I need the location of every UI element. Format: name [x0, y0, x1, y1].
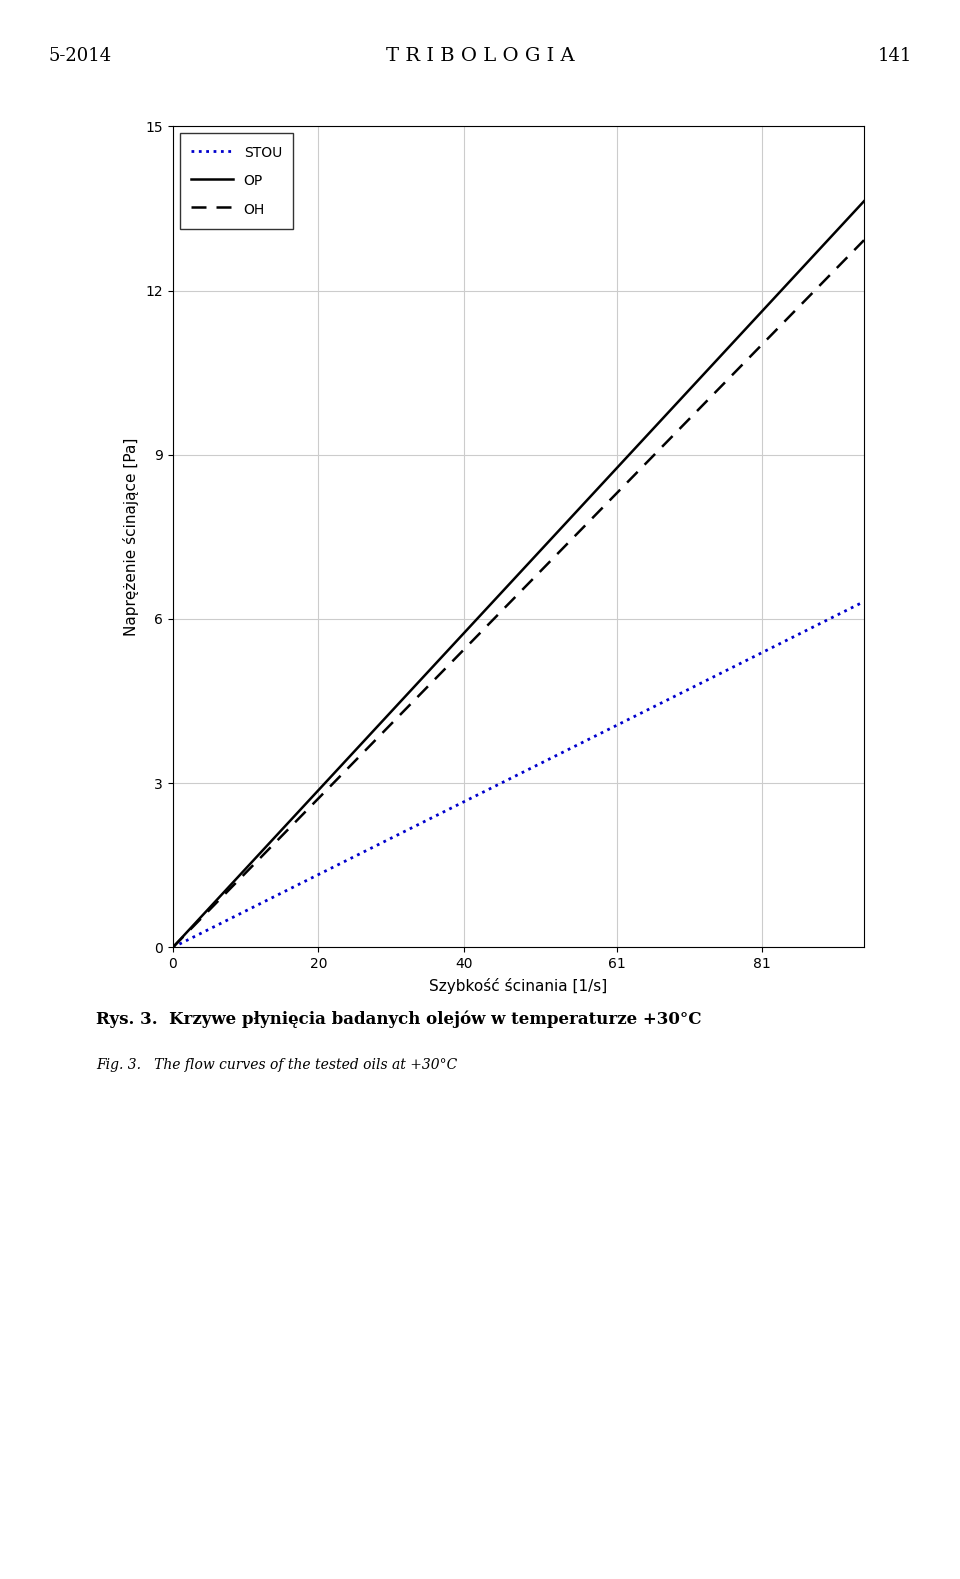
- X-axis label: Szybkość ścinania [1/s]: Szybkość ścinania [1/s]: [429, 977, 608, 995]
- Text: T R I B O L O G I A: T R I B O L O G I A: [386, 47, 574, 65]
- STOU: [842, 600, 853, 619]
- Text: 5-2014: 5-2014: [48, 47, 111, 65]
- OP: [733, 327, 745, 346]
- OP: [495, 584, 507, 603]
- OH: [733, 358, 745, 377]
- OH: [842, 248, 853, 267]
- Line: STOU: STOU: [173, 602, 864, 947]
- OP: [579, 494, 590, 513]
- STOU: [495, 774, 507, 793]
- Text: Rys. 3.  Krzywe płynięcia badanych olejów w temperaturze +30°C: Rys. 3. Krzywe płynięcia badanych olejów…: [96, 1011, 702, 1028]
- OP: [858, 191, 870, 210]
- Line: OP: OP: [173, 201, 864, 947]
- Text: Fig. 3.   The flow curves of the tested oils at +30°C: Fig. 3. The flow curves of the tested oi…: [96, 1058, 457, 1072]
- OH: [495, 602, 507, 621]
- STOU: [579, 733, 590, 752]
- OP: [167, 938, 179, 957]
- Legend: STOU, OP, OH: STOU, OP, OH: [180, 133, 293, 229]
- OP: [499, 579, 511, 598]
- OH: [167, 938, 179, 957]
- STOU: [167, 938, 179, 957]
- STOU: [499, 772, 511, 791]
- OH: [858, 231, 870, 249]
- OP: [842, 210, 853, 229]
- OP: [541, 534, 553, 553]
- OH: [541, 556, 553, 575]
- STOU: [733, 654, 745, 673]
- Y-axis label: Naprężenie ścinające [Pa]: Naprężenie ścinające [Pa]: [123, 437, 138, 636]
- STOU: [541, 750, 553, 769]
- OH: [579, 516, 590, 535]
- OH: [499, 598, 511, 617]
- STOU: [858, 592, 870, 611]
- Text: 141: 141: [877, 47, 912, 65]
- Line: OH: OH: [173, 240, 864, 947]
